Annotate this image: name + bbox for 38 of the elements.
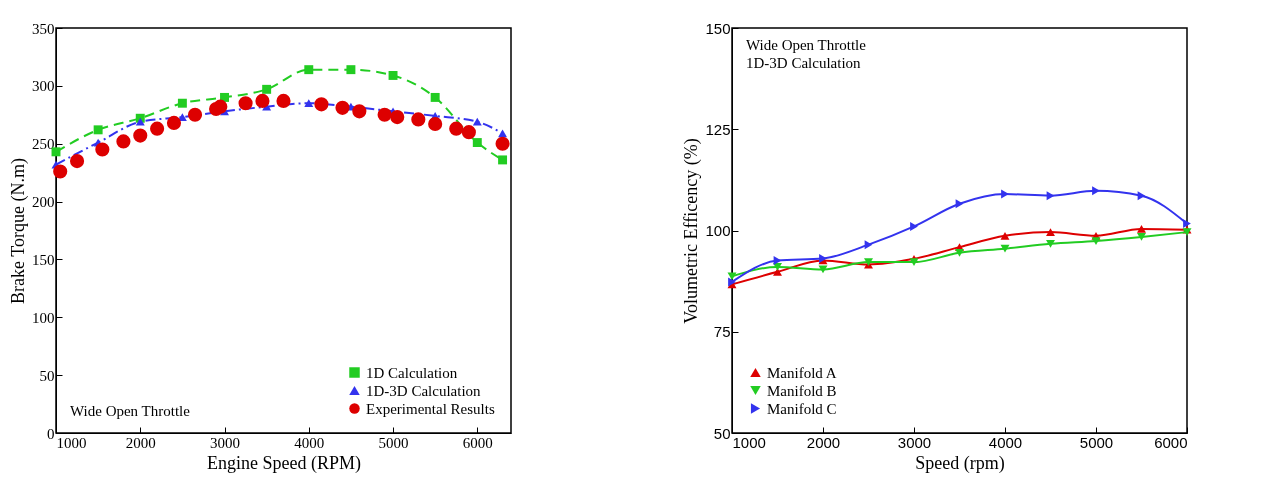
y-tick-label: 50 [39, 367, 55, 384]
x-tick-label: 5000 [378, 434, 409, 451]
annotation: Wide Open Throttle [746, 37, 867, 53]
y-tick-label: 125 [705, 120, 731, 138]
legend-label: 1D-3D Calculation [366, 382, 482, 399]
x-tick-label: 1000 [732, 433, 766, 451]
y-tick-label: 100 [705, 222, 731, 239]
x-tick-label: 6000 [462, 434, 493, 451]
y-tick-label: 0 [47, 425, 55, 442]
legend-label: Manifold B [767, 382, 837, 399]
y-tick-label: 150 [32, 251, 55, 268]
x-tick-label: 5000 [1079, 433, 1114, 451]
annotation: Wide Open Throttle [70, 403, 191, 419]
x-tick-label: 2000 [125, 434, 156, 451]
y-tick-label: 250 [32, 136, 55, 153]
x-tick-label: 3000 [210, 434, 241, 451]
x-axis-title: Speed (rpm) [915, 452, 1005, 474]
y-tick-label: 50 [713, 424, 731, 442]
x-axis-title: Engine Speed (RPM) [207, 452, 361, 474]
y-tick-label: 75 [713, 323, 731, 341]
x-tick-label: 1000 [56, 434, 87, 451]
y-tick-label: 200 [32, 194, 55, 211]
legend-label: 1D Calculation [366, 364, 458, 381]
y-axis-title: Brake Torque (N.m) [8, 158, 29, 304]
y-tick-label: 300 [32, 78, 55, 95]
x-tick-label: 3000 [897, 433, 932, 451]
y-axis-title: Volumetric Efficency (%) [681, 138, 703, 324]
x-tick-label: 4000 [988, 433, 1023, 451]
y-tick-label: 350 [32, 20, 55, 37]
legend-label: Manifold C [767, 400, 837, 417]
x-tick-label: 2000 [806, 433, 841, 451]
legend-label: Experimental Results [366, 400, 495, 417]
legend-label: Manifold A [767, 364, 837, 381]
x-tick-label: 6000 [1154, 433, 1188, 451]
y-tick-label: 100 [32, 309, 55, 326]
annotation: 1D-3D Calculation [746, 55, 862, 71]
y-tick-label: 150 [705, 19, 731, 37]
x-tick-label: 4000 [294, 434, 325, 451]
